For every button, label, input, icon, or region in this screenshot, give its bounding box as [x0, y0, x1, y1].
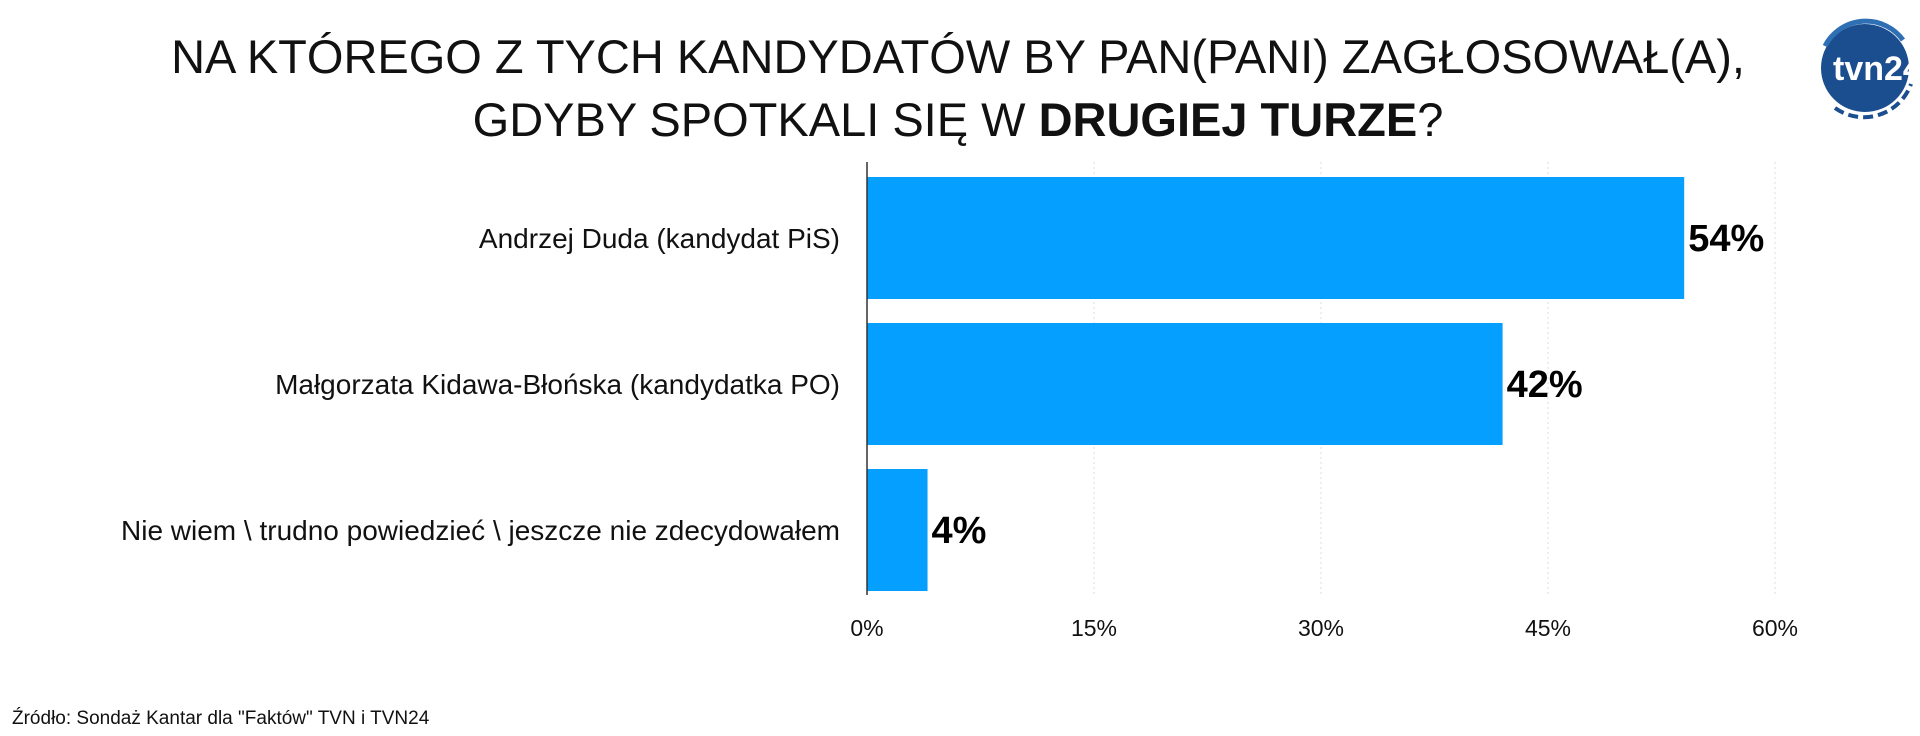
chart-title-line-2-end: ? — [1417, 93, 1443, 146]
value-label: 42% — [1507, 364, 1583, 406]
tvn24-logo-circle — [1821, 24, 1909, 112]
source-note: Źródło: Sondaż Kantar dla "Faktów" TVN i… — [12, 708, 430, 729]
bar — [867, 469, 928, 591]
value-label: 54% — [1688, 218, 1764, 260]
x-tick-label: 45% — [1525, 615, 1571, 641]
category-label: Andrzej Duda (kandydat PiS) — [479, 223, 840, 254]
value-label: 4% — [932, 510, 987, 552]
tvn24-logo: tvn24 — [1821, 18, 1920, 120]
chart-title-line-1: NA KTÓREGO Z TYCH KANDYDATÓW BY PAN(PANI… — [171, 30, 1745, 83]
x-tick-labels: 0% 15% 30% 45% 60% — [850, 615, 1798, 641]
category-label: Małgorzata Kidawa-Błońska (kandydatka PO… — [275, 369, 840, 400]
chart-title-line-2: GDYBY SPOTKALI SIĘ W DRUGIEJ TURZE? — [473, 93, 1444, 146]
tvn24-logo-arc-bottom — [1833, 83, 1913, 120]
chart-title-line-2-regular: GDYBY SPOTKALI SIĘ W — [473, 93, 1039, 146]
bars — [867, 177, 1685, 591]
x-tick-label: 0% — [850, 615, 883, 641]
chart-title-line-2-bold: DRUGIEJ TURZE — [1039, 93, 1418, 146]
x-tick-label: 15% — [1071, 615, 1117, 641]
tvn24-logo-text: tvn24 — [1833, 50, 1920, 88]
tvn24-logo-arc-top — [1822, 18, 1906, 48]
category-label: Nie wiem \ trudno powiedzieć \ jeszcze n… — [121, 515, 840, 546]
x-tick-label: 60% — [1752, 615, 1798, 641]
x-tick-label: 30% — [1298, 615, 1344, 641]
category-labels: Andrzej Duda (kandydat PiS) Małgorzata Ki… — [121, 223, 840, 546]
bar — [867, 323, 1503, 445]
value-labels: 54% 42% 4% — [932, 218, 1765, 552]
bar — [867, 177, 1685, 299]
